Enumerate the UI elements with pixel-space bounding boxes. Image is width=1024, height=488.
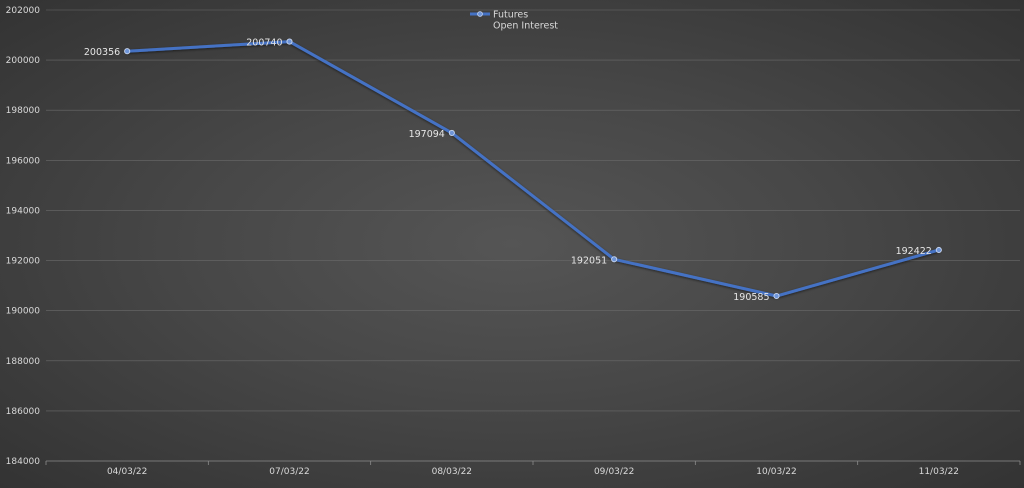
data-point [935, 246, 942, 254]
data-point [773, 292, 780, 300]
y-tick-label: 196000 [6, 156, 41, 166]
x-tick-label: 11/03/22 [919, 467, 959, 477]
x-tick-label: 10/03/22 [756, 467, 796, 477]
legend-swatch-marker [477, 11, 483, 17]
data-label: 197094 [409, 129, 445, 140]
y-tick-label: 190000 [6, 307, 41, 317]
x-tick-label: 09/03/22 [594, 467, 634, 477]
data-label: 200740 [246, 38, 282, 49]
y-tick-label: 186000 [6, 407, 41, 417]
data-point [448, 129, 455, 136]
series-line [125, 40, 941, 298]
series-futures-open-interest [124, 38, 942, 300]
data-label: 200356 [84, 47, 120, 58]
data-label: 192422 [896, 246, 932, 257]
y-tick-label: 192000 [6, 257, 41, 267]
y-tick-label: 200000 [6, 56, 41, 66]
data-label: 192051 [571, 255, 607, 266]
y-tick-label: 198000 [6, 106, 41, 116]
data-label: 190585 [733, 292, 769, 303]
x-tick-label: 07/03/22 [269, 467, 309, 477]
y-tick-label: 188000 [6, 357, 41, 367]
x-tick-label: 04/03/22 [107, 467, 147, 477]
data-point [286, 38, 293, 45]
data-labels: 200356 200740 197094 192051 190585 192422 [84, 38, 932, 303]
axes: 184000 186000 188000 190000 192000 194000 1960… [6, 6, 1021, 477]
y-tick-label: 202000 [6, 6, 41, 16]
legend-label: Open Interest [493, 21, 558, 32]
y-tick-label: 194000 [6, 206, 41, 216]
x-tick-label: 08/03/22 [432, 467, 472, 477]
gridlines [46, 9, 1020, 412]
legend-label: Futures [493, 10, 528, 21]
data-point [124, 48, 131, 55]
y-tick-label: 184000 [6, 457, 41, 467]
data-point [611, 256, 618, 263]
